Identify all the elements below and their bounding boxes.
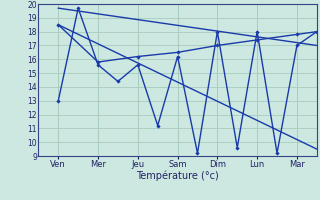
X-axis label: Température (°c): Température (°c) bbox=[136, 171, 219, 181]
